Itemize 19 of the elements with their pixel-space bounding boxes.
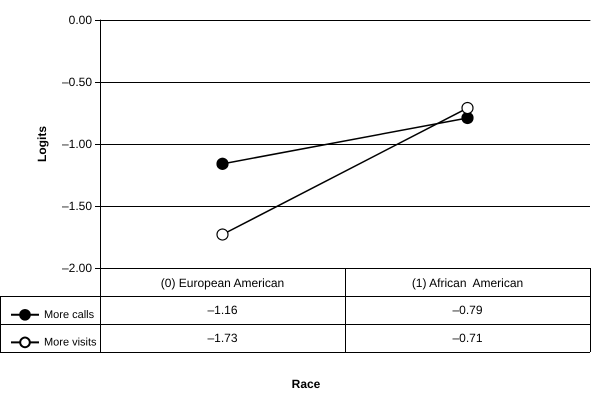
point xyxy=(216,228,229,241)
y-tick-label: 0.00 xyxy=(68,13,92,27)
y-tick-label: –1.50 xyxy=(62,199,92,213)
data-label: –0.71 xyxy=(451,330,484,347)
y-tick-label: –2.00 xyxy=(62,261,92,275)
point xyxy=(461,112,474,124)
point xyxy=(216,158,229,170)
y-axis-title: Logits xyxy=(35,126,49,162)
text: Race xyxy=(292,377,321,391)
point xyxy=(461,102,474,114)
x-tick-label: (0) European American xyxy=(160,276,284,290)
y-tick-label: –0.50 xyxy=(62,75,92,89)
legend-label: More calls xyxy=(44,308,95,321)
data-label: –0.79 xyxy=(451,302,484,319)
legend-label: More visits xyxy=(44,336,98,348)
y-tick-label: –1.00 xyxy=(62,137,92,151)
data-label: –1.16 xyxy=(206,302,239,319)
data-label: –1.73 xyxy=(206,330,239,347)
x-tick-label: (1) African American xyxy=(412,276,524,290)
